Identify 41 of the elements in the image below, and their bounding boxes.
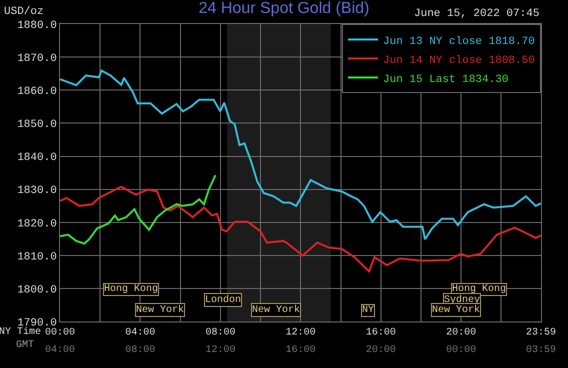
y-tick-label: 1870.0 <box>17 52 57 65</box>
x2-tick-label: 12:00 <box>205 345 236 356</box>
y-tick-label: 1820.0 <box>17 218 57 230</box>
x2-tick-label: 16:00 <box>286 345 316 356</box>
annotation: New York <box>432 304 480 316</box>
y-tick-label: 1860.0 <box>17 86 57 98</box>
y-tick-label: 1880.0 <box>17 20 57 32</box>
legend-label: Jun 13 NY close 1818.70 <box>383 36 535 48</box>
y-axis-title: USD/oz <box>4 6 44 18</box>
y-tick-label: 1840.0 <box>17 152 57 164</box>
y-tick-label: 1800.0 <box>17 284 57 296</box>
y-tick-label: 1830.0 <box>17 185 57 198</box>
legend-label: Jun 15 Last 1834.30 <box>383 74 508 86</box>
annotation: Sydney <box>444 294 480 306</box>
x-tick-label: 16:00 <box>366 328 396 339</box>
x2-tick-label: 03:59 <box>526 345 556 356</box>
annotation: Hong Kong <box>104 284 158 295</box>
x2-tick-label: 08:00 <box>125 345 156 356</box>
x-tick-label: 00:00 <box>44 328 76 339</box>
y-tick-label: 1850.0 <box>17 119 57 132</box>
x-tick-label: 23:59 <box>526 328 556 339</box>
x2-tick-label: 00:00 <box>446 345 476 356</box>
x2-axis-title: GMT <box>16 340 34 351</box>
annotation: London <box>205 294 242 306</box>
line-series <box>60 174 216 245</box>
x-tick-label: 20:00 <box>446 328 476 339</box>
annotation: NY <box>362 305 374 316</box>
x-tick-label: 12:00 <box>286 328 316 339</box>
x2-tick-label: 20:00 <box>366 345 396 356</box>
x2-tick-label: 04:00 <box>44 345 76 356</box>
x-tick-label: 08:00 <box>205 328 236 339</box>
annotation: Hong Kong <box>452 284 506 295</box>
line-series <box>60 70 541 240</box>
y-tick-label: 1810.0 <box>17 251 57 264</box>
line-series <box>60 186 541 272</box>
annotation: New York <box>252 304 300 316</box>
legend-label: Jun 14 NY close 1808.50 <box>383 54 535 67</box>
chart-subtitle: June 15, 2022 07:45 <box>414 8 540 20</box>
x-tick-label: 04:00 <box>125 328 156 339</box>
annotation: New York <box>136 304 184 316</box>
chart-title: 24 Hour Spot Gold (Bid) <box>198 0 370 18</box>
